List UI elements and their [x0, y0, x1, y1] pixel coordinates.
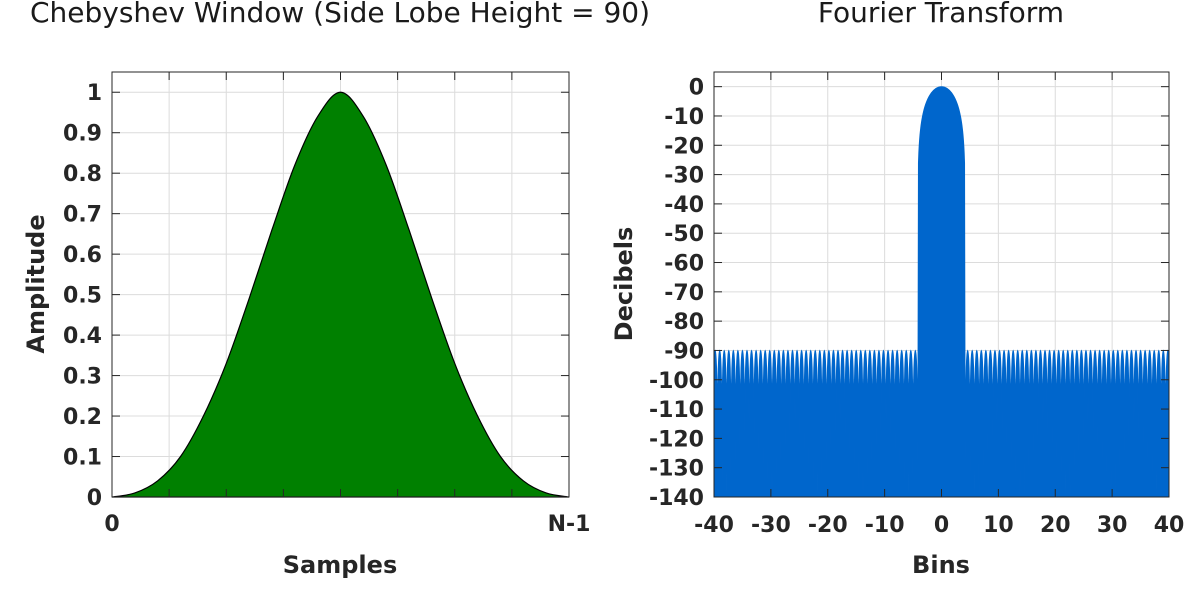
window-y-tick-label: 0.4 [63, 324, 102, 349]
window-y-tick-label: 0.3 [63, 365, 102, 390]
fourier-y-tick-label: -140 [649, 486, 704, 511]
fourier-plot-area [713, 86, 1170, 498]
window-y-tick-label: 0.8 [63, 162, 102, 187]
window-area [111, 91, 570, 498]
fourier-y-tick-label: -110 [649, 398, 704, 423]
window-y-tick-label: 0 [87, 486, 102, 511]
window-y-axis-label: Amplitude [22, 214, 50, 353]
fourier-x-tick-label: 30 [1097, 513, 1128, 538]
window-y-tick-label: 0.1 [63, 446, 102, 471]
fourier-y-tick-label: -10 [664, 105, 704, 130]
window-y-tick-label: 0.6 [63, 243, 102, 268]
window-y-tick-label: 0.9 [63, 122, 102, 147]
fourier-axis-ticks: -40 -30 -20 -10 0 10 20 30 400-10-20-30-40-50-60… [649, 72, 1184, 538]
window-x-axis-label: Samples [283, 551, 397, 579]
fourier-y-tick-label: -120 [649, 427, 704, 452]
fourier-x-tick-label: 10 [983, 513, 1014, 538]
window-y-tick-label: 0.7 [63, 203, 102, 228]
fourier-x-tick-label: -40 [694, 513, 734, 538]
fourier-x-axis-label: Bins [912, 551, 970, 579]
fourier-axes-frame [713, 71, 1170, 498]
fourier-y-tick-label: -70 [664, 281, 704, 306]
fourier-x-tick-label: -20 [808, 513, 848, 538]
window-panel: Chebyshev Window (Side Lobe Height = 90)… [22, 0, 650, 579]
fourier-chart-title: Fourier Transform [818, 0, 1064, 29]
fourier-x-tick-label: 40 [1154, 513, 1185, 538]
window-plot-area [111, 91, 570, 498]
fourier-y-tick-label: -100 [649, 369, 704, 394]
fourier-y-tick-label: -60 [664, 252, 704, 277]
fourier-spectrum-area [713, 86, 1170, 498]
fourier-y-tick-label: -50 [664, 222, 704, 247]
window-x-tick-label: N-1 [548, 512, 591, 537]
fourier-y-axis-label: Decibels [610, 227, 638, 342]
window-y-tick-label: 1 [87, 81, 102, 106]
fourier-y-tick-label: -90 [664, 339, 704, 364]
fourier-x-tick-label: 20 [1040, 513, 1071, 538]
window-axes-frame [111, 71, 570, 498]
window-y-tick-label: 0.5 [63, 284, 102, 309]
window-x-tick-label: 0 [104, 512, 119, 537]
fourier-x-tick-label: 0 [934, 513, 949, 538]
window-y-tick-label: 0.2 [63, 405, 102, 430]
window-chart-title: Chebyshev Window (Side Lobe Height = 90) [30, 0, 650, 29]
window-axis-ticks: 0 0.1 0.2 0.3 0.4 0.5 0.6 0.7 0.8 0.9 1 0 N-1 [63, 72, 590, 537]
fourier-y-tick-label: -80 [664, 310, 704, 335]
fourier-y-tick-label: -40 [664, 193, 704, 218]
fourier-panel: Fourier Transform -40 -30 -20 -10 0 10 20 30 400… [610, 0, 1184, 579]
fourier-y-tick-label: -20 [664, 134, 704, 159]
fourier-x-tick-label: -30 [751, 513, 791, 538]
fourier-y-tick-label: -130 [649, 457, 704, 482]
fourier-y-tick-label: 0 [689, 76, 704, 101]
fourier-x-tick-label: -10 [865, 513, 905, 538]
fourier-y-tick-label: -30 [664, 164, 704, 189]
